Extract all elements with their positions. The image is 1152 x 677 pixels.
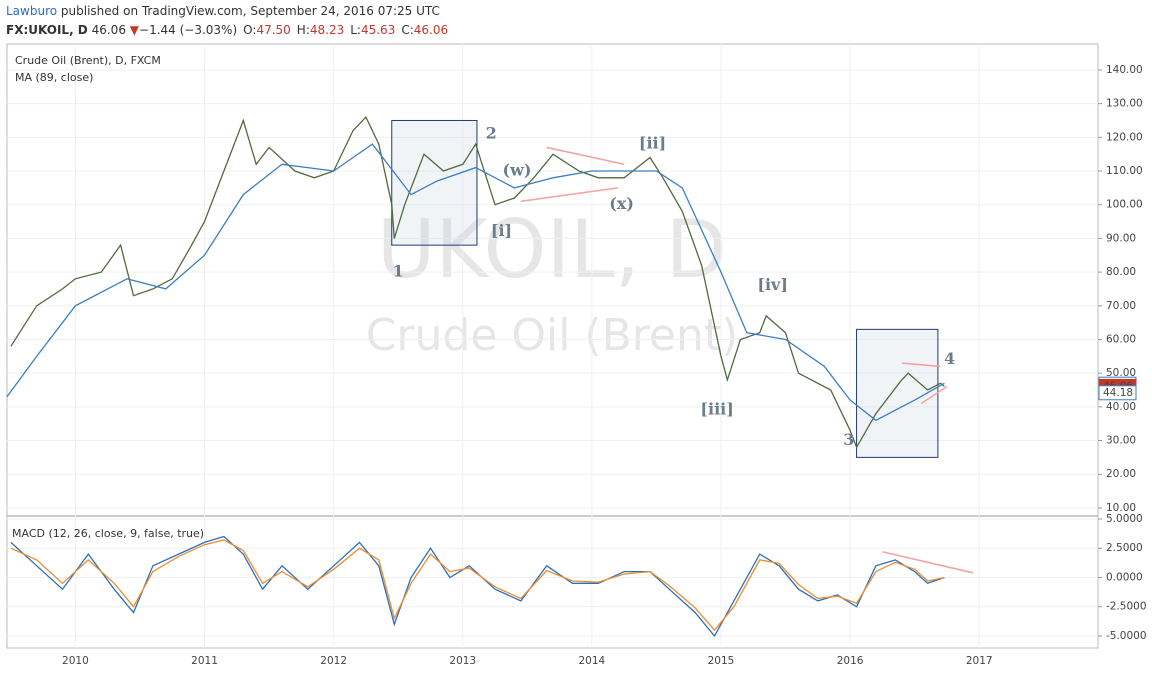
- ohlc-value: 48.23: [310, 23, 344, 37]
- wave-label: [iii]: [700, 400, 733, 419]
- ohlc-label: H:: [297, 23, 310, 37]
- y-tick-label: 50.00: [1106, 367, 1136, 379]
- y-tick-label: 60.00: [1106, 333, 1136, 345]
- trendline: [520, 187, 618, 203]
- y-tick-label: 110.00: [1106, 165, 1143, 177]
- ohlc-label: O:: [243, 23, 256, 37]
- wave-label: [iv]: [757, 275, 788, 294]
- y-tick-label: 100.00: [1106, 199, 1143, 211]
- author[interactable]: Lawburo: [6, 4, 57, 18]
- x-tick-label: 2010: [62, 655, 89, 667]
- ohlc-value: 46.06: [414, 23, 448, 37]
- series-line: [10, 115, 945, 449]
- quote-line: FX:UKOIL, D 46.06 ▼−1.44 (−3.03%) O:47.50…: [6, 23, 448, 37]
- y-tick-label: 70.00: [1106, 300, 1136, 312]
- wave-label: [i]: [491, 221, 512, 240]
- change: −1.44 (−3.03%): [139, 23, 237, 37]
- y-tick-label: 10.00: [1106, 502, 1136, 514]
- symbol: FX:UKOIL, D: [6, 23, 88, 37]
- ohlc-value: 47.50: [256, 23, 290, 37]
- arrow: ▼: [130, 23, 140, 37]
- x-tick-label: 2012: [320, 655, 347, 667]
- y-tick-label: 120.00: [1106, 131, 1143, 143]
- y-tick-label: 5.0000: [1106, 513, 1143, 525]
- plot-frame: [6, 43, 1099, 649]
- ohlc: O:47.50 H:48.23 L:45.63 C:46.06: [243, 23, 448, 37]
- y-tick-label: 30.00: [1106, 435, 1136, 447]
- wave-label: 4: [944, 349, 955, 368]
- watermark-sub: Crude Oil (Brent): [366, 310, 739, 361]
- x-tick-label: 2017: [966, 655, 993, 667]
- wave-label: 1: [393, 262, 404, 281]
- y-tick-label: 140.00: [1106, 64, 1143, 76]
- y-tick-label: 20.00: [1106, 468, 1136, 480]
- ohlc-label: C:: [401, 23, 413, 37]
- trendline: [920, 385, 948, 405]
- ohlc-value: 45.63: [361, 23, 395, 37]
- wave-label: 2: [486, 123, 497, 142]
- macd-legend: MACD (12, 26, close, 9, false, true): [12, 527, 204, 540]
- trendline: [901, 362, 941, 368]
- wave-label: (w): [503, 161, 532, 180]
- main-legend: Crude Oil (Brent), D, FXCM: [15, 54, 161, 67]
- header-line: Lawburo published on TradingView.com, Se…: [6, 4, 440, 18]
- trendline: [882, 550, 973, 574]
- series-line: [6, 143, 945, 422]
- y-tick-label: 90.00: [1106, 232, 1136, 244]
- wave-label: (x): [609, 194, 634, 213]
- ma-legend: MA (89, close): [15, 71, 93, 84]
- y-tick-label: 0.0000: [1106, 571, 1143, 583]
- x-tick-label: 2015: [708, 655, 735, 667]
- ohlc-label: L:: [350, 23, 361, 37]
- watermark: UKOIL, D: [377, 203, 727, 296]
- last: 46.06: [92, 23, 126, 37]
- y-tick-label: -2.5000: [1106, 601, 1147, 613]
- y-tick-label: 40.00: [1106, 401, 1136, 413]
- y-tick-label: 80.00: [1106, 266, 1136, 278]
- wave-label: [ii]: [639, 134, 666, 153]
- series-line: [10, 539, 945, 632]
- published: published on TradingView.com, September …: [61, 4, 440, 18]
- price-label-box: [1098, 385, 1137, 401]
- y-tick-label: 2.5000: [1106, 542, 1143, 554]
- x-tick-label: 2014: [579, 655, 606, 667]
- x-tick-label: 2016: [837, 655, 864, 667]
- y-tick-label: -5.0000: [1106, 630, 1147, 642]
- price-label: 44.18: [1103, 387, 1133, 399]
- trendline: [546, 146, 625, 166]
- x-tick-label: 2011: [191, 655, 218, 667]
- y-tick-label: 130.00: [1106, 98, 1143, 110]
- wave-label: 3: [843, 430, 854, 449]
- x-tick-label: 2013: [449, 655, 476, 667]
